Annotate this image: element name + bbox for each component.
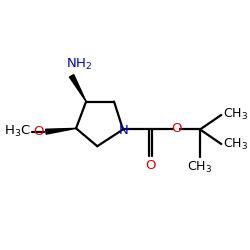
Text: O: O	[171, 122, 182, 135]
Polygon shape	[70, 75, 86, 102]
Text: H$_3$C: H$_3$C	[4, 124, 31, 139]
Text: NH$_2$: NH$_2$	[66, 57, 92, 72]
Text: O: O	[146, 158, 156, 172]
Text: CH$_3$: CH$_3$	[224, 136, 248, 152]
Text: O: O	[34, 125, 44, 138]
Polygon shape	[46, 128, 76, 134]
Text: N: N	[118, 124, 128, 137]
Text: CH$_3$: CH$_3$	[224, 108, 248, 122]
Text: CH$_3$: CH$_3$	[188, 160, 212, 175]
